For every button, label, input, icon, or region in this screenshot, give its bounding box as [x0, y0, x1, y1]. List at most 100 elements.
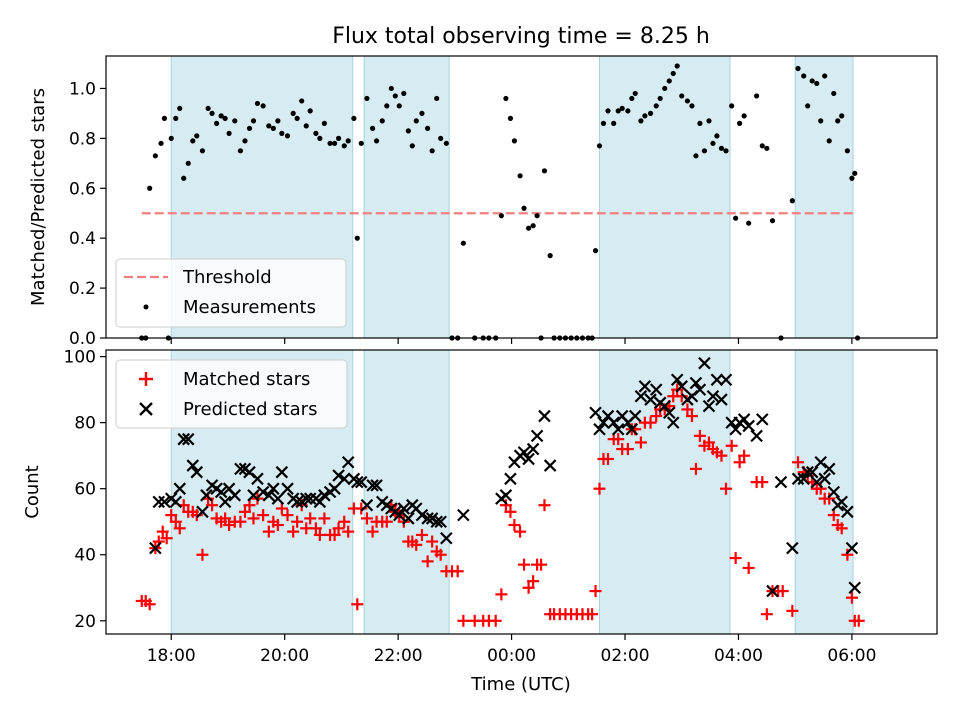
- predicted-point: [517, 446, 531, 459]
- matched-point: [527, 575, 540, 588]
- matched-point: [792, 456, 805, 469]
- matched-point: [332, 522, 345, 535]
- measurement-point: [818, 118, 824, 124]
- measurement-point: [592, 248, 599, 254]
- y-tick-label: 80: [74, 414, 96, 434]
- predicted-point: [729, 422, 742, 436]
- measurement-point: [619, 105, 625, 112]
- predicted-point: [827, 485, 841, 499]
- measurement-point: [795, 65, 801, 72]
- matched-point: [287, 525, 300, 538]
- matched-point: [351, 598, 364, 611]
- matched-point: [169, 515, 182, 528]
- measurement-point: [379, 118, 385, 124]
- ratio-y-axis-label: Matched/Predicted stars: [28, 88, 49, 306]
- matched-point: [593, 482, 606, 495]
- observing-band: [363, 349, 450, 635]
- matched-point: [426, 535, 439, 548]
- measurement-point: [746, 220, 752, 226]
- matched-point: [538, 499, 551, 512]
- y-tick-label: 0.6: [69, 179, 96, 199]
- measurement-point: [434, 95, 440, 102]
- predicted-point: [666, 416, 680, 429]
- measurement-point: [303, 123, 309, 129]
- count-panel-frame: [105, 349, 938, 635]
- measurement-point: [801, 73, 807, 79]
- predicted-point: [328, 482, 341, 495]
- predicted-point: [337, 472, 351, 486]
- measurement-point: [173, 115, 179, 121]
- measurement-point: [517, 173, 523, 179]
- measurement-point: [547, 253, 553, 259]
- ratio-y-ticks: 0.0 0.2 0.4 0.6 0.8 1.0: [69, 79, 106, 349]
- predicted-point: [791, 472, 805, 486]
- matched-point: [685, 410, 698, 423]
- measurement-point: [647, 110, 654, 116]
- measurement-point: [254, 100, 261, 107]
- predicted-point: [434, 515, 447, 528]
- measurement-point: [270, 125, 276, 131]
- observing-band: [363, 55, 450, 339]
- measurement-point: [657, 95, 663, 102]
- measurement-point: [370, 125, 376, 131]
- measurement-point: [503, 95, 509, 102]
- predicted-point: [848, 581, 862, 595]
- matched-point: [342, 525, 355, 538]
- measurement-point: [401, 90, 407, 97]
- matched-point: [143, 598, 156, 611]
- count-panel: 20 40 60 80 100 18:00 20:00 22:00 00:00 02:00 04:…: [22, 348, 938, 695]
- predicted-point: [281, 482, 294, 495]
- measurement-point: [852, 170, 858, 176]
- predicted-point: [366, 479, 379, 492]
- x-tick-label: 22:00: [374, 646, 423, 666]
- predicted-point: [332, 469, 345, 482]
- measurement-point: [405, 128, 411, 134]
- measurement-point: [438, 135, 444, 141]
- predicted-point: [628, 409, 642, 423]
- measurement-point: [642, 113, 648, 119]
- predicted-point: [693, 383, 707, 396]
- matched-point: [366, 525, 379, 538]
- measurement-point: [611, 120, 617, 126]
- predicted-point: [737, 413, 751, 426]
- measurement-point: [284, 133, 291, 139]
- count-y-ticks: 20 40 60 80 100: [64, 348, 106, 632]
- predicted-point: [818, 472, 831, 486]
- predicted-point: [186, 459, 200, 472]
- predicted-point: [251, 472, 264, 486]
- measurement-point: [684, 98, 691, 104]
- predicted-point: [457, 508, 470, 522]
- matched-point: [313, 528, 326, 541]
- matched-point: [602, 452, 615, 465]
- measurement-point: [222, 115, 228, 121]
- matched-point: [508, 519, 521, 532]
- measurement-point: [429, 148, 435, 154]
- matched-point: [489, 614, 502, 627]
- matched-point: [234, 515, 247, 528]
- measurement-point: [413, 118, 419, 124]
- matched-point: [760, 608, 773, 621]
- measurement-point: [384, 103, 390, 109]
- measurement-point: [185, 160, 191, 166]
- predicted-point: [181, 432, 195, 446]
- predicted-point: [634, 389, 648, 403]
- matched-point: [238, 505, 251, 518]
- measurement-point: [632, 90, 638, 97]
- predicted-point: [149, 541, 162, 555]
- matched-point: [719, 482, 732, 495]
- measurement-point: [161, 115, 168, 121]
- measurement-point: [723, 148, 729, 154]
- measurement-point: [814, 80, 820, 87]
- matched-point: [514, 525, 527, 538]
- matched-point: [196, 548, 209, 561]
- matched-point: [702, 436, 715, 449]
- measurement-point: [232, 118, 238, 124]
- predicted-point: [841, 505, 854, 519]
- measurement-point: [733, 215, 739, 221]
- matched-point: [499, 499, 512, 512]
- x-axis-label: Time (UTC): [470, 674, 571, 695]
- predicted-point: [822, 462, 836, 476]
- measurement-point: [152, 153, 158, 159]
- matched-point: [219, 512, 232, 525]
- legend-measurement-swatch: [143, 304, 149, 310]
